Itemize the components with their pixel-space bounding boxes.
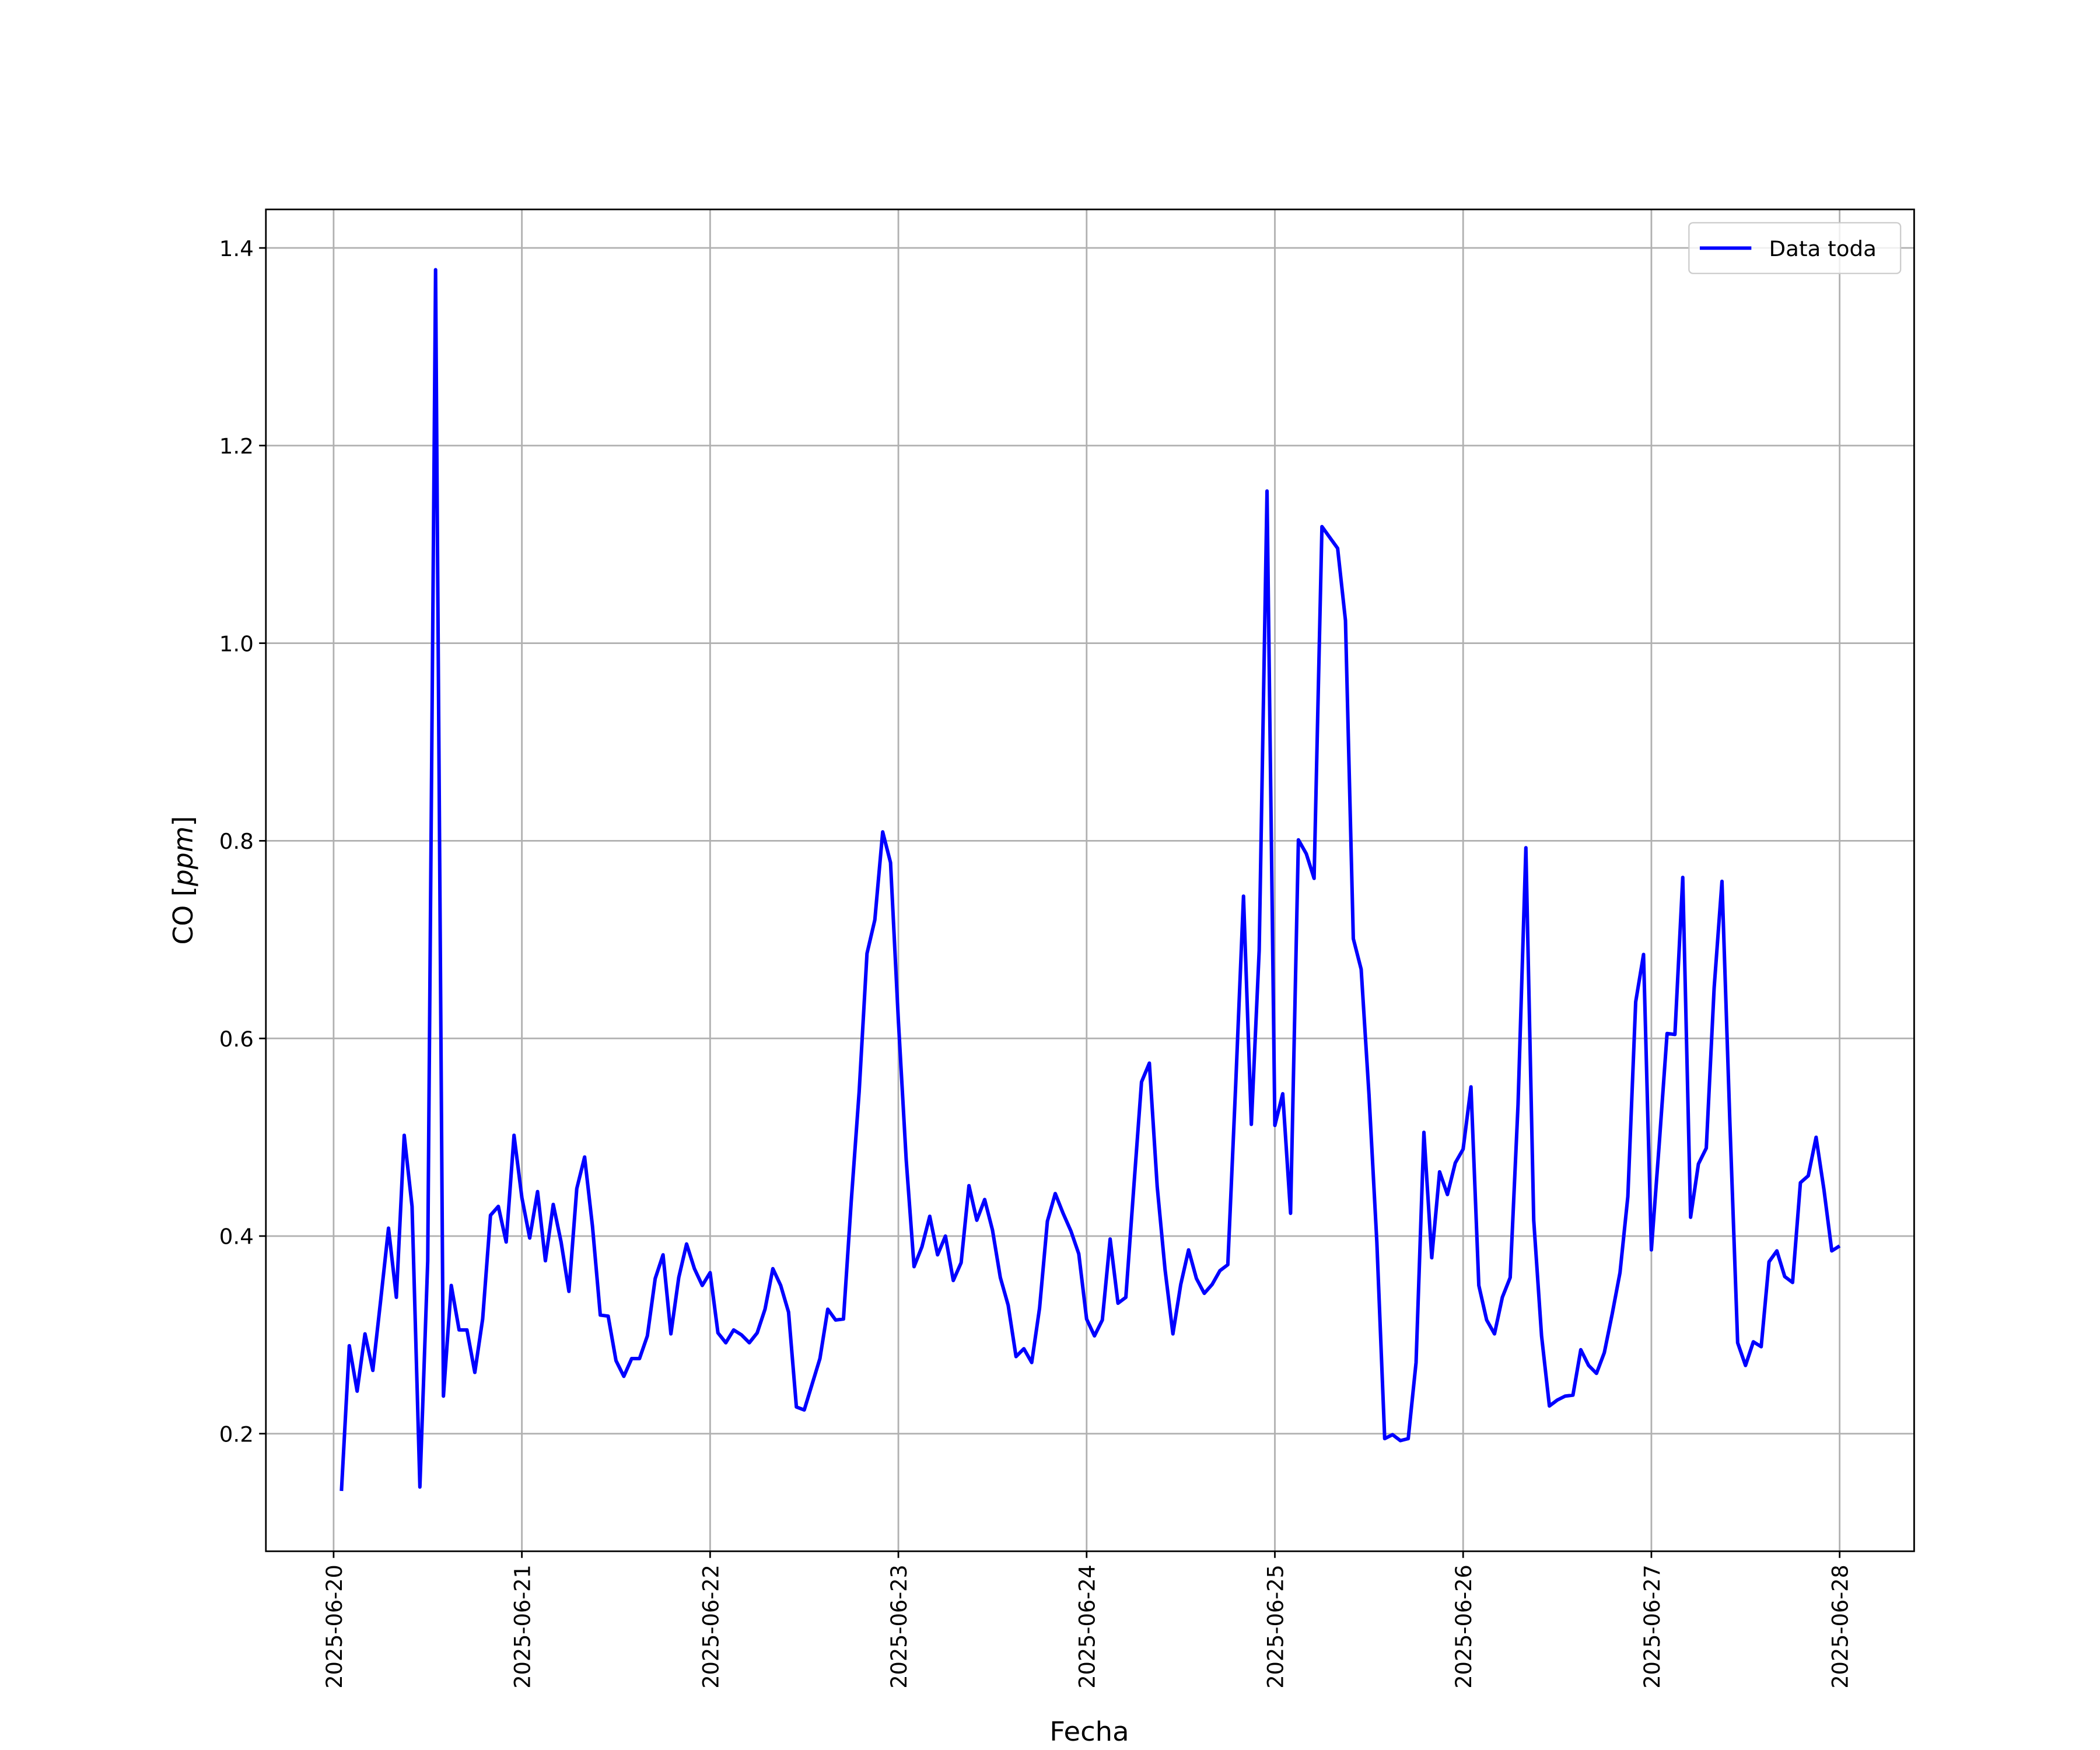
x-tick-label: 2025-06-28 (1828, 1564, 1853, 1688)
legend: Data toda (1688, 222, 1902, 274)
x-tick-label: 2025-06-26 (1451, 1564, 1476, 1688)
axes-frame (265, 208, 1915, 1552)
axes: 0.2 0.4 0.6 0.8 1.0 1.2 1.4 2025-06-20 2025-06-2… (219, 208, 1915, 1689)
y-tick-label: 0.8 (219, 829, 254, 854)
x-tick-label: 2025-06-24 (1074, 1564, 1100, 1688)
legend-box (1688, 222, 1902, 274)
y-tick-label: 1.2 (219, 434, 254, 459)
x-axis-label: Fecha (1049, 1716, 1129, 1747)
plot-area (340, 268, 1841, 1492)
grid (265, 209, 1915, 1552)
x-tick-label: 2025-06-27 (1640, 1564, 1665, 1688)
x-tick-label: 2025-06-21 (510, 1564, 535, 1688)
y-tick-label: 1.0 (219, 632, 254, 657)
y-axis-label: CO [ppm] (167, 816, 199, 945)
x-tick-label: 2025-06-25 (1263, 1564, 1288, 1688)
x-tick-label: 2025-06-20 (322, 1564, 347, 1688)
x-tick-label: 2025-06-22 (698, 1564, 723, 1688)
y-tick-label: 0.2 (219, 1422, 254, 1447)
legend-label: Data toda (1769, 236, 1877, 261)
data-line (340, 268, 1841, 1492)
y-tick-label: 1.4 (219, 236, 254, 261)
y-tick-label: 0.4 (219, 1224, 254, 1250)
y-tick-label: 0.6 (219, 1027, 254, 1052)
x-tick-label: 2025-06-23 (887, 1564, 912, 1688)
